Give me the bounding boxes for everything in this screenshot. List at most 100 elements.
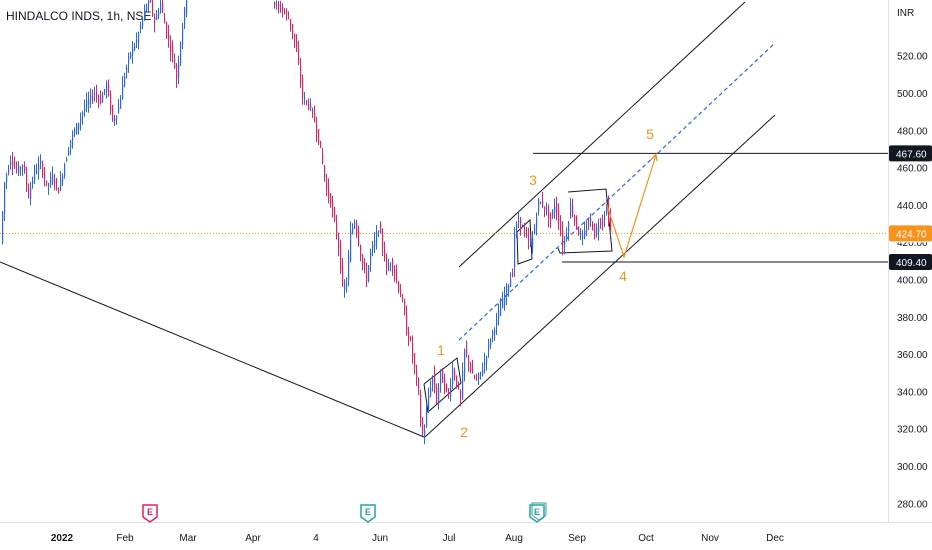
candle-body xyxy=(564,239,566,247)
candle-body xyxy=(532,235,534,249)
candle-body xyxy=(530,244,532,246)
candle-body xyxy=(502,297,504,308)
candle-body xyxy=(438,387,440,401)
wave-label: 5 xyxy=(646,126,654,142)
candle-body xyxy=(180,42,182,64)
candle-body xyxy=(88,98,90,105)
candle-body xyxy=(440,369,442,385)
candle-body xyxy=(22,164,24,168)
pattern-box-1 xyxy=(423,357,462,413)
candle-body xyxy=(386,260,388,268)
candle-body xyxy=(118,107,120,113)
time-tick-label: Sep xyxy=(568,533,586,544)
projection-arrowhead xyxy=(650,152,658,162)
candle-body xyxy=(132,46,134,55)
candle-body xyxy=(144,9,146,16)
candle-body xyxy=(336,222,338,237)
candle-body xyxy=(536,217,538,228)
candle-body xyxy=(574,215,576,222)
candle-body xyxy=(170,43,172,52)
candle-body xyxy=(184,7,186,26)
candle-body xyxy=(606,204,608,209)
time-tick-label: Nov xyxy=(701,533,719,544)
candle-body xyxy=(84,107,86,111)
candle-body xyxy=(24,165,26,172)
candle-body xyxy=(154,16,156,24)
time-axis[interactable]: 2022 Feb Mar Apr 4 Jun Jul Aug Sep Oct Nov Dec xyxy=(51,533,784,544)
drawing-layer[interactable] xyxy=(0,1,888,438)
candle-body xyxy=(134,45,136,50)
candle-body xyxy=(514,233,516,269)
candle-body xyxy=(346,284,348,286)
candle-body xyxy=(140,25,142,30)
candle-body xyxy=(380,223,382,233)
candle-body xyxy=(428,395,430,410)
candle-body xyxy=(14,165,16,168)
candle-body xyxy=(556,203,558,215)
candle-body xyxy=(304,97,306,100)
candle-body xyxy=(128,56,130,65)
candle-body xyxy=(166,22,168,37)
candle-body xyxy=(176,65,178,80)
candle-body xyxy=(58,188,60,194)
candle-body xyxy=(106,82,108,92)
candle-body xyxy=(576,216,578,228)
candle-body xyxy=(388,265,390,271)
candle-body xyxy=(18,165,20,174)
candle-body xyxy=(82,112,84,117)
candle-body xyxy=(406,313,408,335)
candle-body xyxy=(342,264,344,286)
candle-body xyxy=(482,368,484,376)
candle-body xyxy=(278,4,280,7)
candle-body xyxy=(374,240,376,247)
candle-body xyxy=(316,123,318,134)
price-axis[interactable]: INR 280.00 300.00 320.00 340.00 360.00 380.00 4… xyxy=(889,8,932,510)
candle-body xyxy=(6,175,8,182)
candle-body xyxy=(162,2,164,13)
candle-body xyxy=(286,10,288,14)
candle-body xyxy=(130,52,132,58)
candle-body xyxy=(462,371,464,400)
candle-body xyxy=(444,378,446,392)
earnings-badge-icon xyxy=(142,504,158,523)
candle-body xyxy=(542,200,544,207)
candle-body xyxy=(116,115,118,118)
candle-body xyxy=(20,167,22,169)
price-tick-label: 360.00 xyxy=(897,350,928,361)
time-tick-label: Jul xyxy=(443,533,456,544)
candle-body xyxy=(572,206,574,215)
candle-body xyxy=(292,24,294,35)
candle-body xyxy=(294,33,296,41)
candle-body xyxy=(592,222,594,231)
candle-body xyxy=(476,378,478,380)
candle-body xyxy=(46,180,48,183)
candle-body xyxy=(96,92,98,96)
candle-body xyxy=(496,318,498,327)
wave-projection-path xyxy=(605,154,657,259)
candle-body xyxy=(312,109,314,112)
candle-body xyxy=(408,332,410,341)
candle-body xyxy=(432,376,434,385)
candle-body xyxy=(524,229,526,231)
candle-body xyxy=(610,216,612,233)
candle-body xyxy=(548,208,550,220)
pattern-box-3 xyxy=(557,188,613,254)
candle-body xyxy=(392,259,394,271)
candle-body xyxy=(604,215,606,220)
candle-body xyxy=(350,230,352,262)
candle-body xyxy=(310,104,312,109)
candle-body xyxy=(424,430,426,438)
time-tick-label: Jun xyxy=(372,533,388,544)
candle-body xyxy=(54,180,56,184)
candle-body xyxy=(416,370,418,378)
candle-body xyxy=(458,385,460,388)
candle-body xyxy=(40,161,42,164)
candle-body xyxy=(506,285,508,297)
candle-body xyxy=(436,387,438,403)
candle-body xyxy=(434,373,436,390)
candles-layer xyxy=(2,0,612,445)
candle-body xyxy=(512,274,514,276)
candle-body xyxy=(160,3,162,12)
candle-body xyxy=(340,242,342,272)
